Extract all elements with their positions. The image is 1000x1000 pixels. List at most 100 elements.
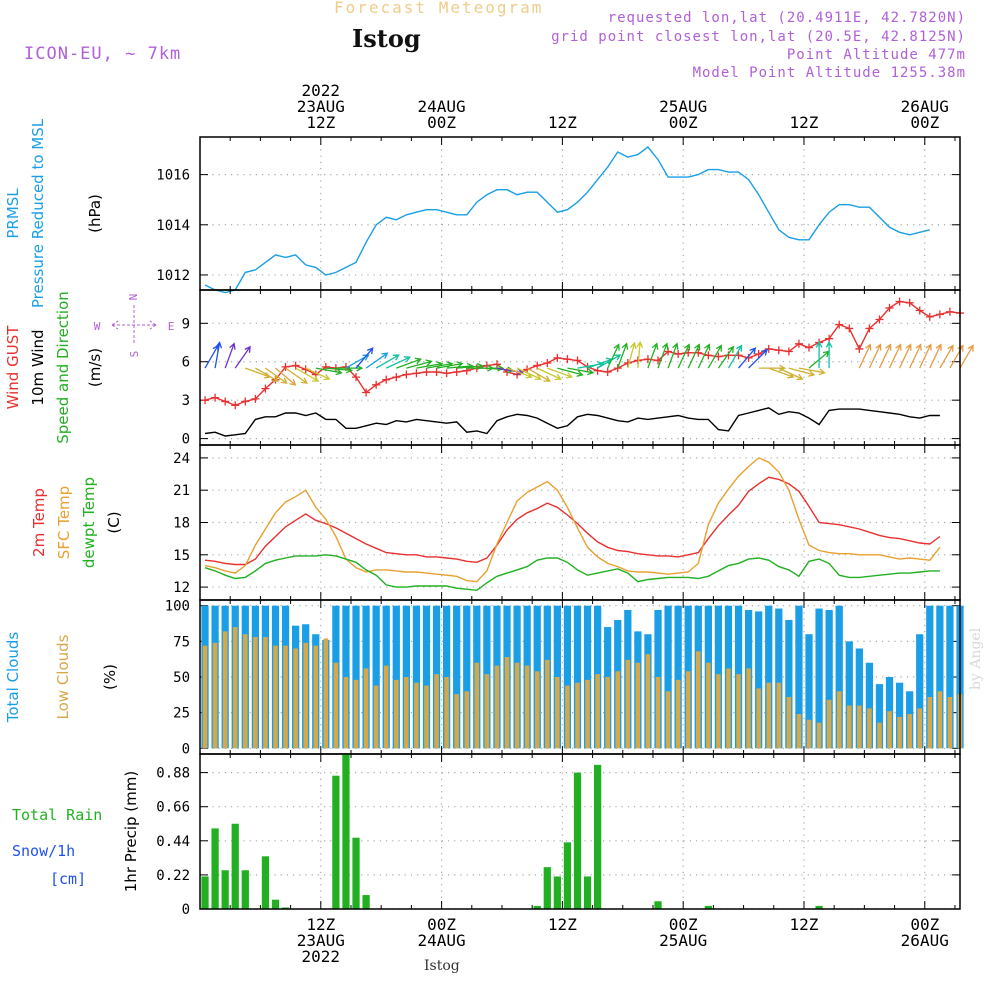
low-clouds-bar	[434, 674, 439, 749]
top-time-label: 23AUG	[297, 97, 345, 116]
total-clouds-bar	[805, 634, 813, 749]
total-clouds-bar	[926, 605, 934, 749]
low-clouds-bar	[484, 674, 490, 749]
wind-direction-arrow	[607, 343, 620, 369]
wind-direction-arrow	[516, 367, 542, 381]
y-tick-label: 12	[173, 580, 190, 596]
precip-label: [cm]	[50, 870, 86, 888]
grid-point-coords: grid point closest lon,lat (20.5E, 42.81…	[551, 29, 966, 45]
low-clouds-bar	[605, 677, 610, 749]
wind-direction-arrow	[909, 343, 922, 369]
panel-axis-label: (%)	[101, 664, 119, 690]
gust-marker	[905, 298, 914, 307]
wind-direction-arrow	[224, 342, 236, 369]
gust-marker	[452, 367, 461, 376]
total-clouds-bar	[875, 684, 884, 749]
top-time-label: 12Z	[306, 113, 335, 132]
pressure-line	[204, 146, 930, 294]
wind-direction-arrow	[214, 341, 223, 369]
low-clouds-bar	[343, 677, 349, 749]
bottom-time-label: 24AUG	[418, 931, 466, 950]
grid-layer	[200, 137, 960, 910]
low-clouds-bar	[424, 685, 429, 749]
y-tick-label: 24	[173, 451, 190, 467]
low-clouds-bar	[534, 671, 540, 749]
gust-marker	[352, 373, 361, 382]
low-clouds-bar	[373, 685, 379, 749]
bottom-time-label: 25AUG	[659, 931, 707, 950]
low-clouds-bar	[474, 662, 480, 749]
gust-marker	[935, 310, 944, 319]
top-time-label: 2022	[302, 81, 341, 100]
total-rain-bar	[231, 823, 239, 909]
wind-direction-arrow	[815, 340, 823, 369]
wind-direction-arrow	[597, 354, 622, 369]
total-clouds-bar	[372, 605, 380, 749]
low-clouds-bar	[806, 719, 812, 749]
y-tick-label: 0	[182, 432, 190, 448]
compass-arrows	[111, 305, 157, 345]
y-tick-label: 0	[182, 902, 190, 918]
total-clouds-bar	[845, 641, 853, 749]
bottom-time-label: 12Z	[790, 915, 819, 934]
wind-direction-arrow	[647, 342, 659, 369]
wind-direction-arrow	[234, 345, 251, 369]
total-rain-bar	[261, 856, 270, 909]
point-altitude: Point Altitude 477m	[786, 47, 966, 63]
y-tick-label: 18	[173, 516, 190, 532]
y-tick-label: 3	[182, 393, 190, 409]
dewpt-temp-line	[204, 554, 940, 592]
gust-marker	[241, 397, 250, 406]
wind-direction-arrow	[899, 343, 912, 369]
gust-marker	[784, 347, 793, 356]
gust-marker	[221, 397, 230, 406]
gust-marker	[613, 364, 622, 373]
wind-direction-arrow	[949, 344, 964, 369]
low-clouds-bar	[847, 705, 852, 749]
wind-direction-arrow	[677, 343, 691, 369]
low-clouds-bar	[565, 685, 570, 749]
low-clouds-bar	[545, 659, 550, 749]
total-clouds-bar	[795, 605, 803, 749]
credit-watermark: by Angel	[968, 627, 984, 690]
wind-direction-arrow	[315, 367, 343, 376]
total-clouds-bar	[815, 608, 823, 749]
gust-marker	[945, 307, 954, 316]
wind-direction-arrow	[929, 343, 942, 369]
low-clouds-bar	[615, 671, 621, 749]
wind-direction-arrow	[959, 344, 974, 369]
total-clouds-bar	[352, 605, 360, 749]
low-clouds-bar	[273, 645, 278, 749]
wind-direction-arrow	[406, 359, 433, 369]
y-tick-label: 1012	[156, 268, 190, 284]
low-clouds-bar	[867, 708, 872, 749]
gust-marker	[794, 339, 803, 348]
pressure-panel: 1012 1014 1016 PRMSL Pressure Reduced to MSL…	[4, 118, 961, 308]
model-label: ICON-EU, ~ 7km	[24, 44, 182, 64]
total-clouds-bar	[664, 605, 672, 749]
low-clouds-bar	[494, 665, 500, 749]
gust-marker	[201, 396, 210, 405]
low-clouds-bar	[836, 691, 842, 749]
total-rain-bar	[201, 876, 209, 909]
low-clouds-bar	[716, 674, 721, 749]
gust-marker	[211, 393, 220, 402]
gust-marker	[402, 370, 411, 379]
wind-direction-arrow	[707, 344, 722, 369]
panel-axis-label: (m/s)	[86, 348, 104, 387]
low-clouds-bar	[524, 665, 530, 749]
wind-direction-arrow	[798, 367, 826, 376]
low-clouds-bar	[283, 645, 288, 749]
low-clouds-bar	[595, 674, 600, 749]
total-clouds-bar	[583, 605, 592, 749]
y-tick-label: 100	[165, 599, 190, 615]
temperature-panel: 12 15 18 21 24 2m Temp SFC Temp dewpt Temp (C)	[30, 444, 961, 601]
low-clouds-bar	[444, 677, 449, 749]
gust-marker	[573, 356, 582, 365]
low-clouds-bar	[726, 668, 731, 749]
total-clouds-bar	[755, 611, 763, 749]
bottom-time-label: 00Z	[910, 915, 939, 934]
gust-marker	[855, 344, 864, 353]
low-clouds-bar	[323, 638, 329, 749]
